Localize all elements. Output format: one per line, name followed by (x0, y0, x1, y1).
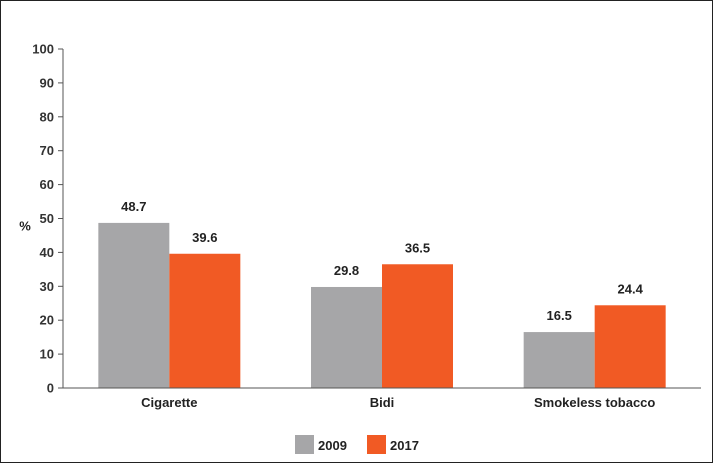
data-label: 39.6 (192, 230, 217, 245)
legend-swatch-2009 (295, 435, 314, 454)
y-tick-label: 40 (40, 245, 54, 260)
data-label: 36.5 (405, 240, 430, 255)
bar-2017 (594, 305, 666, 388)
bars (98, 222, 666, 388)
data-label: 29.8 (334, 263, 359, 278)
x-category-label: Bidi (370, 395, 395, 410)
bar-2009 (311, 286, 382, 388)
y-tick-label: 60 (40, 177, 54, 192)
x-category-label: Smokeless tobacco (534, 395, 655, 410)
data-label: 24.4 (618, 281, 644, 296)
legend: 2009 2017 (295, 435, 419, 454)
y-tick-label: 20 (40, 313, 54, 328)
y-tick-label: 0 (47, 381, 54, 396)
bar-2017 (169, 253, 241, 388)
bar-2009 (523, 332, 595, 388)
x-axis: Cigarette Bidi Smokeless tobacco (63, 387, 701, 410)
legend-swatch-2017 (367, 435, 386, 454)
data-labels: 48.7 39.6 29.8 36.5 16.5 24.4 (121, 199, 643, 323)
y-tick-label: 100 (32, 42, 54, 57)
y-tick-label: 70 (40, 143, 54, 158)
y-axis: 0 10 20 30 40 50 60 70 80 90 100 (32, 42, 64, 396)
data-label: 48.7 (121, 199, 146, 214)
legend-label-2009: 2009 (318, 438, 347, 453)
data-label: 16.5 (547, 308, 572, 323)
x-category-label: Cigarette (141, 395, 197, 410)
bar-2009 (98, 222, 170, 388)
bar-2017 (382, 264, 453, 388)
y-tick-label: 50 (40, 211, 54, 226)
legend-label-2017: 2017 (390, 438, 419, 453)
y-tick-label: 80 (40, 109, 54, 124)
y-axis-title: % (19, 218, 31, 233)
y-tick-label: 90 (40, 75, 54, 90)
y-tick-label: 30 (40, 279, 54, 294)
y-tick-label: 10 (40, 347, 54, 362)
